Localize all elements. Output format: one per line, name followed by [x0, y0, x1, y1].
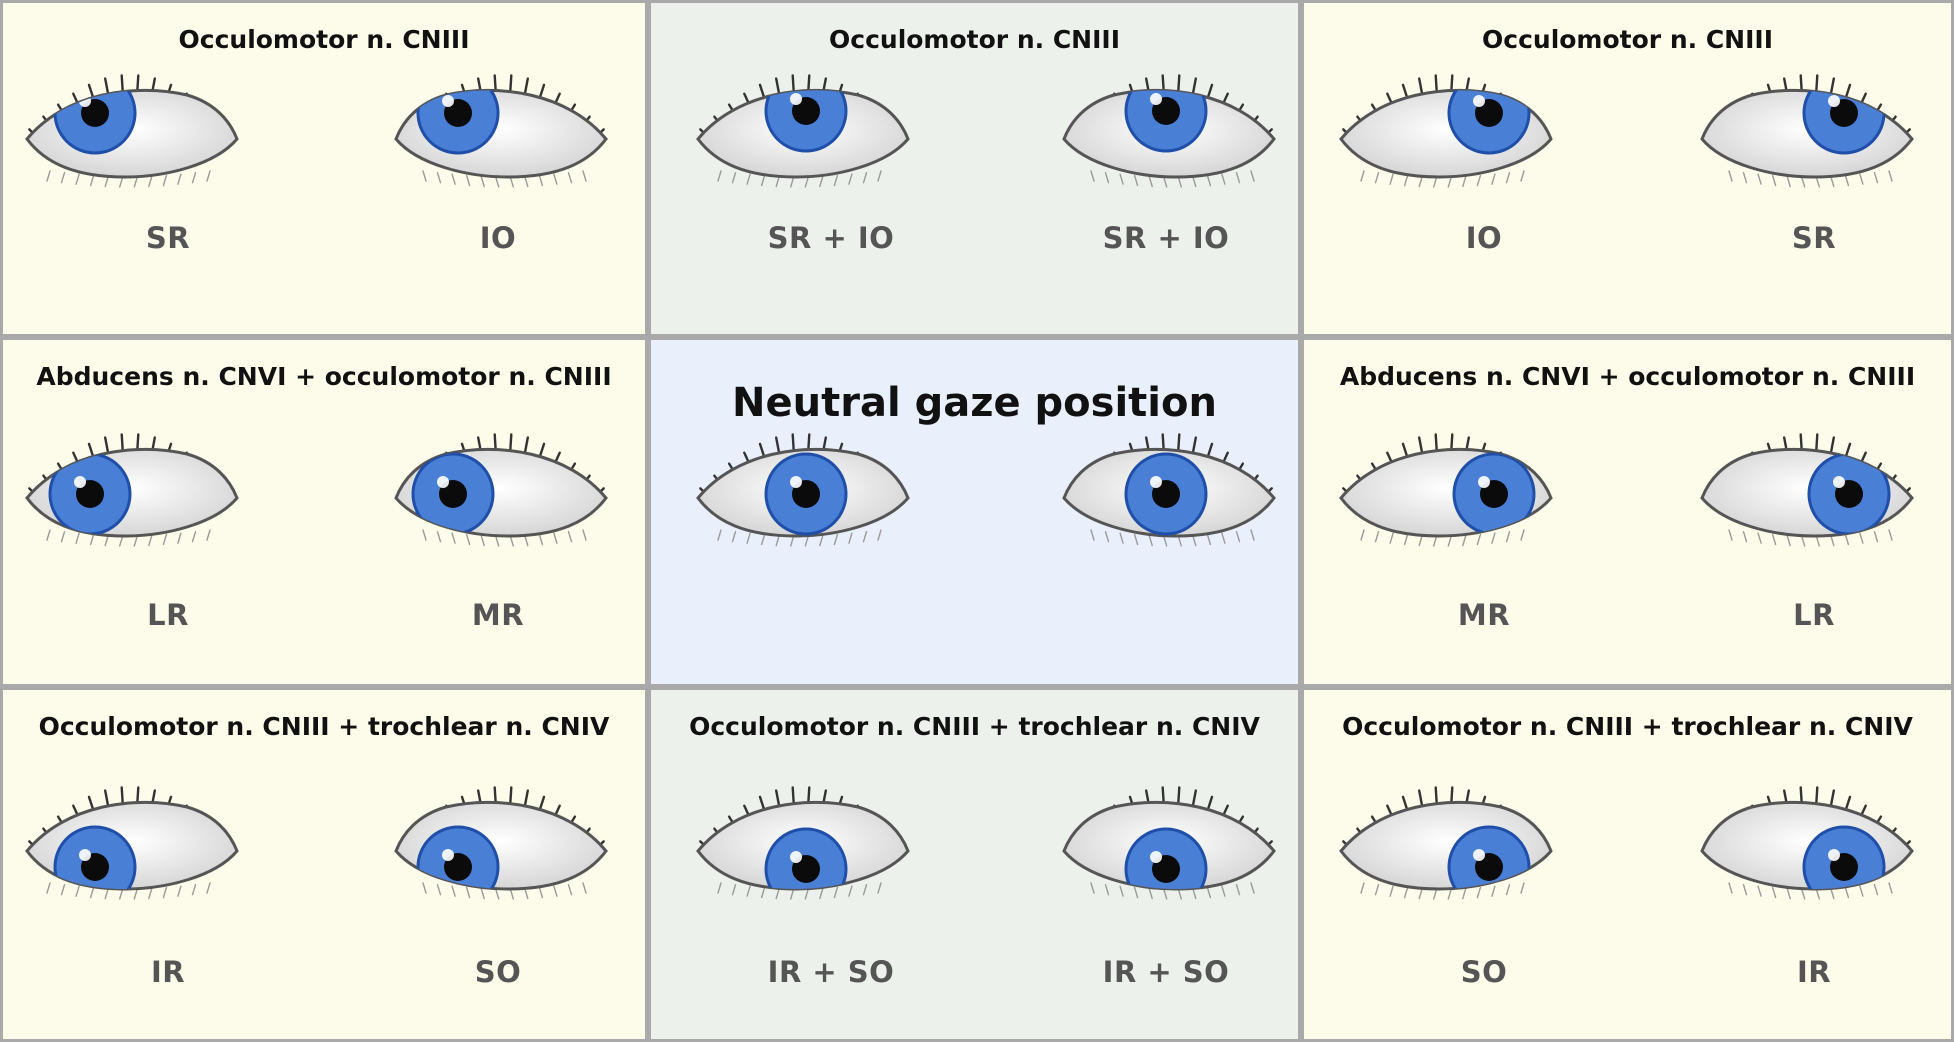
- right-eye-icon: [686, 73, 926, 193]
- left-eye-icon: [1684, 432, 1924, 552]
- left-eye-icon: [1046, 785, 1286, 905]
- right-eye-icon: [1329, 432, 1569, 552]
- right-muscle-label: SR: [1791, 221, 1837, 255]
- left-muscle-label: IR + SO: [767, 955, 895, 989]
- panel-neutral: Neutral gaze position: [648, 337, 1301, 687]
- panel-title: Occulomotor n. CNIII + trochlear n. CNIV: [1342, 712, 1913, 741]
- right-muscle-label: IR: [1796, 955, 1832, 989]
- panel-title: Occulomotor n. CNIII + trochlear n. CNIV: [689, 712, 1260, 741]
- panel-title: Occulomotor n. CNIII: [829, 25, 1120, 54]
- left-muscle-label: IR: [150, 955, 186, 989]
- panel-down: Occulomotor n. CNIII + trochlear n. CNIV: [648, 687, 1301, 1042]
- left-eye-icon: [1046, 432, 1286, 552]
- left-muscle-label: SR: [145, 221, 191, 255]
- right-eye-icon: [686, 785, 926, 905]
- panel-title: Occulomotor n. CNIII: [1482, 25, 1773, 54]
- left-muscle-label: SR + IO: [767, 221, 895, 255]
- panel-title: Abducens n. CNVI + occulomotor n. CNIII: [36, 362, 612, 391]
- left-muscle-label: MR: [1457, 598, 1511, 632]
- left-muscle-label: IO: [1465, 221, 1503, 255]
- right-muscle-label: MR: [471, 598, 525, 632]
- right-eye-icon: [15, 785, 255, 905]
- panel-title: Neutral gaze position: [732, 380, 1217, 426]
- left-eye-icon: [378, 73, 618, 193]
- right-muscle-label: IR + SO: [1102, 955, 1230, 989]
- right-muscle-label: SO: [474, 955, 522, 989]
- panel-up-right: Occulomotor n. CNIII: [0, 0, 648, 337]
- panel-left: Abducens n. CNVI + occulomotor n. CNIII: [1301, 337, 1954, 687]
- panel-down-left: Occulomotor n. CNIII + trochlear n. CNIV: [1301, 687, 1954, 1042]
- left-eye-icon: [1684, 73, 1924, 193]
- right-muscle-label: SR + IO: [1102, 221, 1230, 255]
- panel-up: Occulomotor n. CNIII: [648, 0, 1301, 337]
- right-eye-icon: [1329, 73, 1569, 193]
- panel-right: Abducens n. CNVI + occulomotor n. CNIII: [0, 337, 648, 687]
- panel-title: Abducens n. CNVI + occulomotor n. CNIII: [1339, 362, 1916, 391]
- left-eye-icon: [1684, 785, 1924, 905]
- right-eye-icon: [15, 432, 255, 552]
- left-muscle-label: SO: [1460, 955, 1508, 989]
- panel-down-right: Occulomotor n. CNIII + trochlear n. CNIV: [0, 687, 648, 1042]
- left-eye-icon: [378, 785, 618, 905]
- left-eye-icon: [1046, 73, 1286, 193]
- right-muscle-label: IO: [479, 221, 517, 255]
- left-eye-icon: [378, 432, 618, 552]
- left-muscle-label: LR: [147, 598, 189, 632]
- panel-up-left: Occulomotor n. CNIII: [1301, 0, 1954, 337]
- right-eye-icon: [1329, 785, 1569, 905]
- panel-title: Occulomotor n. CNIII: [178, 25, 470, 54]
- right-eye-icon: [15, 73, 255, 193]
- panel-title: Occulomotor n. CNIII + trochlear n. CNIV: [38, 712, 610, 741]
- right-eye-icon: [686, 432, 926, 552]
- right-muscle-label: LR: [1793, 598, 1835, 632]
